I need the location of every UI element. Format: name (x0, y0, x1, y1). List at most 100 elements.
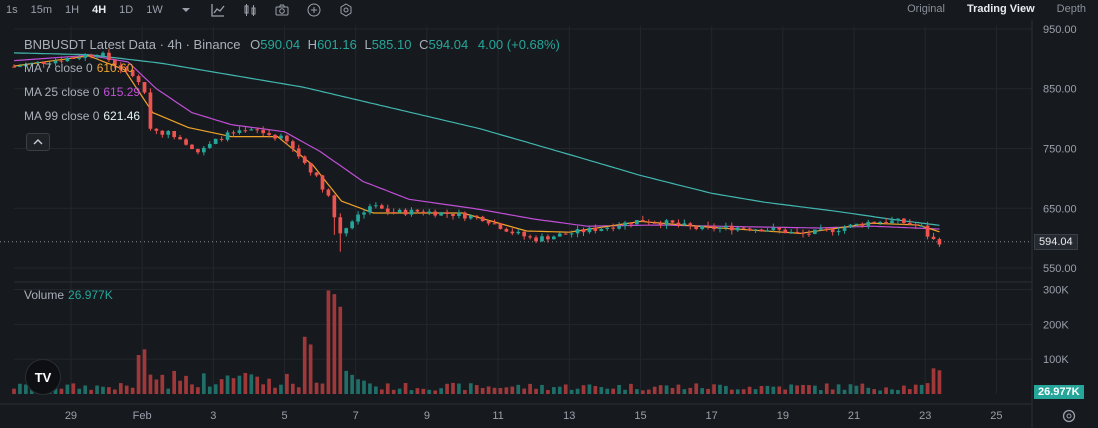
volume-bar (504, 387, 509, 394)
volume-bar (285, 373, 289, 394)
chevron-up-icon (33, 139, 43, 145)
view-trading-view[interactable]: Trading View (966, 3, 1035, 15)
candle-body (676, 222, 681, 225)
candle-body (255, 129, 260, 131)
volume-bar (925, 383, 930, 394)
candle-body (795, 231, 799, 233)
gear-icon[interactable] (339, 3, 353, 17)
candle-body (196, 149, 200, 153)
candle-body (29, 62, 34, 65)
timeframe-15m[interactable]: 15m (30, 4, 53, 16)
volume-bar (184, 375, 188, 394)
volume-bar (142, 349, 147, 394)
candle-body (902, 218, 906, 223)
tradingview-logo[interactable]: TV (25, 359, 61, 395)
candle-body (445, 212, 449, 214)
legend-volume: Volume 26.977K (24, 288, 113, 302)
last-volume-tag: 26.977K (1034, 385, 1084, 399)
candle-body (498, 223, 503, 229)
volume-bar (385, 383, 390, 394)
volume-bar (623, 389, 627, 394)
volume-bar (421, 388, 426, 394)
candle-body (516, 231, 521, 234)
candle-body (415, 209, 420, 212)
candle-body (907, 222, 912, 225)
volume-bar (302, 336, 307, 394)
volume-bar (391, 389, 396, 394)
volume-bar (201, 373, 206, 394)
volume-bar (24, 384, 28, 394)
candle-body (836, 230, 841, 233)
time-tick-label: 3 (210, 410, 216, 422)
volume-bar (338, 306, 343, 394)
candle-body (741, 227, 746, 229)
candle-body (623, 222, 627, 227)
time-tick-label: 11 (492, 410, 503, 422)
moving-averages (13, 52, 940, 235)
candle-body (712, 226, 716, 230)
volume-bar (474, 385, 479, 394)
timeframe-1d[interactable]: 1D (119, 4, 134, 16)
volume-bar (528, 383, 532, 394)
timeframe-4h[interactable]: 4H (92, 4, 107, 16)
volume-bar (237, 375, 242, 394)
volume-bar (397, 388, 402, 394)
camera-icon[interactable] (275, 3, 289, 17)
candle-body (824, 228, 829, 230)
volume-bar (552, 387, 556, 394)
volume-bar (267, 378, 271, 394)
view-original[interactable]: Original (907, 3, 945, 15)
legend-title-row: BNBUSDT Latest Data · 4h · Binance O590.… (24, 37, 560, 52)
time-tick-label: 23 (919, 410, 931, 422)
ma25-value: 615.29 (103, 85, 141, 99)
candle-body (552, 236, 556, 240)
volume-bar (795, 385, 799, 394)
candle-body (848, 224, 853, 228)
candle-body (83, 54, 88, 58)
timeframe-1h[interactable]: 1H (65, 4, 80, 16)
candle-body (658, 223, 663, 226)
price-tick-label: 650.00 (1043, 203, 1077, 215)
add-icon[interactable] (307, 3, 321, 17)
timeframe-1w[interactable]: 1W (146, 4, 163, 16)
volume-bar (249, 374, 254, 394)
volume-bar (213, 384, 218, 394)
candle-body (296, 148, 301, 157)
candle-body (504, 228, 509, 232)
candle-body (463, 212, 467, 219)
indicator-icon[interactable] (211, 3, 225, 17)
volume-bar (902, 385, 906, 394)
legend-open: 590.04 (260, 37, 301, 52)
volume-bar (652, 386, 657, 394)
candle-body (913, 224, 918, 226)
chevron-down-icon[interactable] (179, 3, 193, 17)
volume-bar (937, 370, 942, 394)
volume-bar (374, 386, 378, 394)
time-tick-label: 7 (353, 410, 359, 422)
collapse-legend-button[interactable] (26, 133, 50, 151)
candle-body (593, 227, 598, 231)
volume-bar (498, 387, 503, 394)
candle-body (89, 54, 93, 57)
candle-body (385, 208, 390, 212)
volume-bar (326, 290, 331, 394)
volume-bar (540, 384, 544, 394)
candle-body (130, 69, 135, 77)
ma99-label: MA 99 close 0 (24, 109, 100, 123)
volume-bar (409, 390, 414, 394)
volume-tick-label: 100K (1043, 354, 1069, 366)
candle-body (747, 228, 752, 231)
view-depth[interactable]: Depth (1056, 3, 1086, 15)
volume-bar (931, 368, 936, 394)
candle-body (563, 233, 568, 235)
volume-bar (694, 383, 699, 394)
candle-body (47, 63, 52, 65)
timeframe-1s[interactable]: 1s (6, 4, 18, 16)
volume-bar (830, 389, 835, 394)
legend-close: 594.04 (428, 37, 469, 52)
chart-settings-icon[interactable] (1062, 409, 1076, 423)
volume-bar (854, 385, 859, 394)
candle-body (670, 220, 675, 223)
price-chart[interactable]: 550.00 650.00 750.00 850.00 950.00 100K 200K 30… (0, 20, 1098, 428)
candles-icon[interactable] (243, 3, 257, 17)
